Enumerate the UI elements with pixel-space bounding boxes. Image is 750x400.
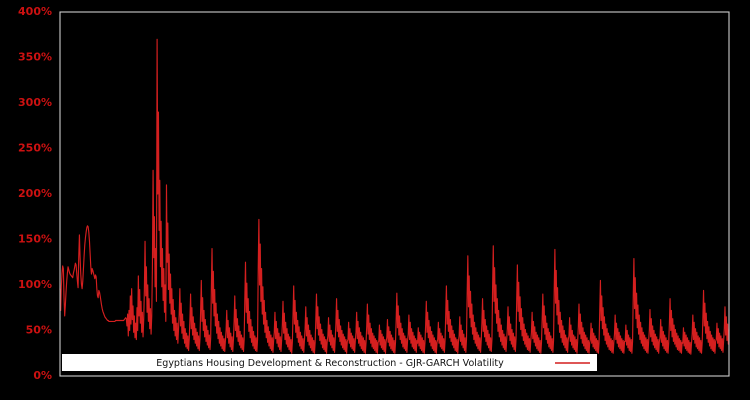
y-axis-tick-label-1: 50%: [26, 324, 52, 337]
data-series-group: [59, 38, 730, 355]
series-line-0: [59, 38, 730, 355]
y-axis-tick-label-7: 350%: [18, 51, 52, 64]
y-axis-tick-label-2: 100%: [18, 278, 52, 291]
y-axis-tick-labels: 0% 50% 100% 150% 200% 250% 300% 350% 400%: [18, 5, 52, 382]
legend-entry-label: Egyptians Housing Development & Reconstr…: [156, 358, 504, 369]
y-axis-tick-label-8: 400%: [18, 5, 52, 18]
y-axis-tick-label-0: 0%: [33, 369, 52, 382]
y-axis-tick-label-6: 300%: [18, 96, 52, 109]
y-axis-tick-label-3: 150%: [18, 233, 52, 246]
chart-legend[interactable]: Egyptians Housing Development & Reconstr…: [62, 354, 597, 371]
y-axis-tick-label-4: 200%: [18, 187, 52, 200]
y-axis-tick-label-5: 250%: [18, 142, 52, 155]
plot-area-background: [60, 12, 729, 376]
plot-frame: [59, 11, 730, 377]
legend-background: [62, 354, 597, 371]
